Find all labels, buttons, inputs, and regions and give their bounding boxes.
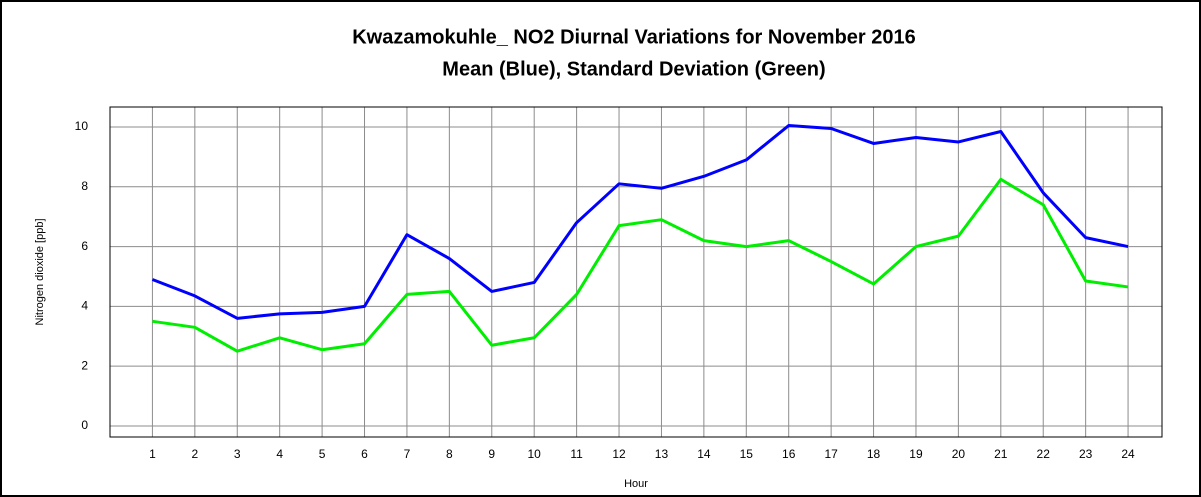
x-tick-label: 13 (655, 447, 669, 461)
series-line (151, 124, 1129, 320)
y-tick-label: 10 (75, 119, 89, 133)
x-tick-label: 17 (824, 447, 838, 461)
x-tick-label: 12 (612, 447, 626, 461)
plot-border (109, 106, 1163, 438)
y-tick-label: 2 (81, 358, 88, 372)
x-tick-label: 16 (782, 447, 796, 461)
x-tick-label: 19 (909, 447, 923, 461)
x-tick-label: 6 (361, 447, 368, 461)
y-tick-label: 4 (81, 299, 88, 313)
x-tick-label: 23 (1079, 447, 1093, 461)
x-tick-label: 3 (234, 447, 241, 461)
x-tick-label: 18 (867, 447, 881, 461)
x-tick-label: 4 (276, 447, 283, 461)
x-tick-label: 14 (697, 447, 711, 461)
x-tick-label: 24 (1121, 447, 1135, 461)
x-tick-label: 20 (952, 447, 966, 461)
x-tick-label: 2 (191, 447, 198, 461)
x-tick-label: 15 (740, 447, 754, 461)
chart-title: Kwazamokuhle_ NO2 Diurnal Variations for… (352, 26, 916, 48)
x-tick-label: 11 (570, 447, 583, 461)
chart-subtitle: Mean (Blue), Standard Deviation (Green) (442, 58, 825, 80)
y-tick-label: 0 (81, 418, 88, 432)
y-tick-label: 8 (81, 179, 88, 193)
x-axis-label: Hour (624, 478, 648, 490)
x-tick-label: 21 (994, 447, 1008, 461)
y-tick-label: 6 (81, 239, 88, 253)
series-line (152, 177, 1129, 353)
y-axis-label: Nitrogen dioxide [ppb] (34, 218, 46, 325)
plot-area (109, 106, 1163, 438)
x-tick-label: 7 (404, 447, 411, 461)
x-tick-label: 8 (446, 447, 453, 461)
x-tick-label: 9 (488, 447, 495, 461)
x-tick-label: 10 (528, 447, 542, 461)
x-tick-label: 22 (1037, 447, 1051, 461)
x-tick-label: 1 (149, 447, 156, 461)
x-tick-label: 5 (319, 447, 326, 461)
